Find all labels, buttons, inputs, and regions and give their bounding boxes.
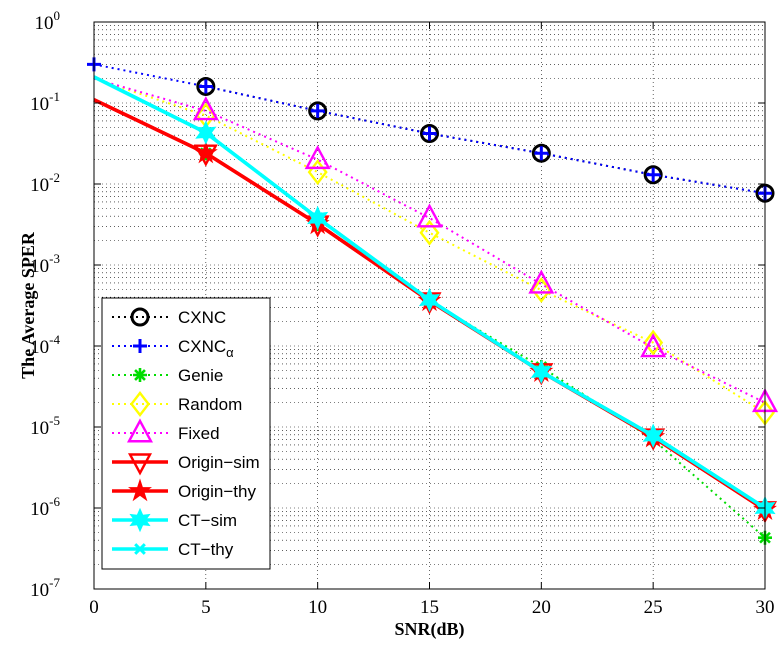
series-point-cxnc-0 (531, 143, 551, 163)
series-fixed-4 (93, 77, 778, 413)
series-point-random-3 (419, 219, 440, 246)
x-tick-label: 30 (756, 597, 775, 618)
series-point-cxnc-alpha-1 (310, 103, 325, 118)
series-point-cxnc-0 (308, 101, 328, 121)
x-tick-label: 25 (644, 597, 663, 618)
series-point-fixed-4 (528, 269, 555, 294)
y-tick-label: 10-5 (30, 413, 60, 439)
legend-label-fixed-4: Fixed (178, 424, 220, 443)
series-point-cxnc-alpha-1 (198, 79, 213, 94)
legend-label-origin-thy-6: Origin−thy (178, 482, 256, 501)
series-point-cxnc-0 (196, 76, 216, 96)
x-tick-label: 5 (201, 597, 211, 618)
series-point-random-3 (531, 277, 552, 304)
series-point-ct-thy-8 (311, 212, 324, 224)
legend-marker-cxnc-alpha-1 (133, 339, 147, 353)
legend-label-origin-sim-5: Origin−sim (178, 453, 260, 472)
axis-ticks: 0 5 10 15 20 25 3010010-110-210-310-410-510-61… (30, 8, 774, 618)
series-point-fixed-4 (416, 203, 443, 228)
series-point-random-3 (643, 329, 664, 356)
legend-marker-fixed-4 (126, 418, 154, 443)
series-line-random-3 (93, 77, 766, 414)
legend-marker-genie-2 (133, 368, 147, 382)
legend-label-genie-2: Genie (178, 366, 223, 385)
x-tick-label: 10 (308, 597, 327, 618)
legend-marker-ct-thy-8 (134, 543, 146, 555)
x-tick-label: 20 (532, 597, 551, 618)
series-cxnc-alpha-1 (87, 57, 772, 201)
y-tick-label: 100 (35, 8, 61, 34)
series-point-cxnc-0 (420, 124, 439, 144)
series-point-fixed-4 (192, 96, 219, 121)
y-tick-label: 10-1 (30, 89, 60, 115)
legend: CXNC CXNCα Genie Random Fixed Origin−sim Origi… (101, 297, 271, 570)
y-tick-label: 10-7 (30, 575, 60, 601)
series-point-ct-thy-8 (535, 365, 548, 378)
x-tick-label: 15 (420, 597, 439, 618)
legend-label-ct-sim-7: CT−sim (178, 511, 237, 530)
series-point-fixed-4 (640, 333, 667, 358)
x-axis-label: SNR(dB) (394, 619, 464, 640)
y-axis-label: The Average SPER (18, 231, 38, 379)
legend-marker-cxnc-0 (130, 307, 150, 327)
legend-marker-random-3 (129, 391, 151, 417)
y-tick-label: 10-2 (30, 170, 60, 196)
legend-label-cxnc-alpha-1: CXNCα (178, 337, 234, 360)
series-point-ct-thy-8 (423, 294, 436, 306)
legend-label-cxnc-0: CXNC (178, 308, 226, 327)
y-tick-label: 10-6 (30, 494, 60, 520)
series-point-origin-thy-6 (193, 140, 218, 164)
series-point-cxnc-alpha-1 (534, 146, 549, 161)
legend-marker-origin-sim-5 (127, 453, 153, 476)
series-point-cxnc-0 (643, 165, 663, 185)
legend-marker-ct-sim-7 (129, 507, 151, 533)
series-point-ct-thy-8 (647, 429, 660, 442)
series-point-cxnc-alpha-1 (422, 126, 437, 141)
series-point-ct-thy-8 (199, 126, 212, 139)
series-point-cxnc-alpha-1 (646, 167, 661, 182)
legend-label-random-3: Random (178, 395, 242, 414)
legend-marker-origin-thy-6 (127, 478, 153, 502)
series-point-fixed-4 (304, 144, 331, 170)
x-tick-label: 0 (89, 597, 99, 618)
legend-label-ct-thy-8: CT−thy (178, 540, 234, 559)
series-ct-thy-8 (93, 75, 771, 514)
